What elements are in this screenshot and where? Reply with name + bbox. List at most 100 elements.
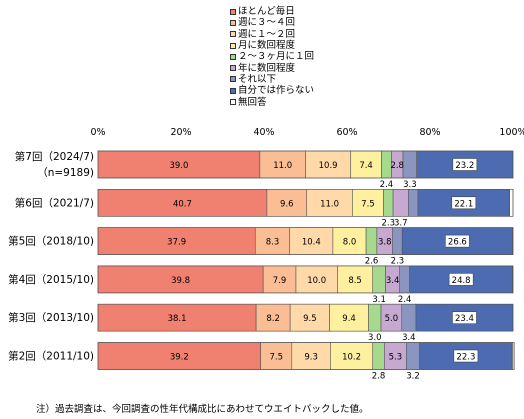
data-label-box: [448, 273, 474, 286]
legend-label: ほとんど毎日: [238, 6, 295, 18]
data-label: 9.6: [280, 199, 294, 209]
x-tick-label: 100%: [499, 127, 524, 138]
data-labels: 39.0 11.0 10.9 7.4 2.4 2.8 3.3 23.2 40.7 9.6 11.0 7…: [167, 158, 479, 382]
bar-segment: [392, 227, 403, 255]
category-label: 第5回（2018/10): [8, 235, 94, 248]
legend-item: 年に数回程度: [230, 62, 430, 74]
x-tick-label: 0%: [90, 127, 105, 138]
bar-segment: [97, 265, 264, 294]
bar-segment: [372, 265, 386, 294]
data-label: 3.2: [406, 372, 420, 382]
data-label-box: [452, 311, 477, 324]
footnote: 注）過去調査は、今回調査の性年代構成比にあわせてウエイトバックした値。: [36, 404, 369, 415]
data-label: 39.2: [170, 353, 189, 363]
data-label: 7.9: [273, 276, 287, 286]
x-axis: 0% 20% 40% 60% 80% 100%: [90, 127, 524, 138]
category-label: 第2回（2011/10): [8, 350, 94, 363]
legend-item: 月に数回程度: [230, 40, 430, 51]
category-label: 第6回（2021/7): [15, 196, 94, 209]
data-label-box: [451, 196, 477, 210]
category-label: 第7回（2024/7): [15, 150, 94, 163]
data-label: 22.1: [454, 199, 473, 209]
data-label: 9.5: [303, 314, 317, 324]
bar-outline: [97, 342, 514, 370]
data-label: 7.4: [359, 161, 373, 171]
bar-segment: [399, 265, 410, 294]
data-label: 2.8: [372, 372, 386, 382]
legend-swatch: [230, 42, 236, 49]
legend-label: 自分では作らない: [238, 85, 315, 97]
data-label: 8.0: [343, 238, 357, 248]
data-label: 3.4: [402, 333, 416, 343]
x-tick-label: 20%: [170, 127, 191, 138]
bar-segment: [306, 189, 353, 217]
bar-segment: [255, 303, 291, 332]
legend-label: ２～３ヶ月に１回: [238, 51, 315, 63]
bar-segment: [392, 189, 409, 217]
bars: [97, 150, 515, 370]
bar-segment: [352, 189, 384, 217]
legend-label: 無回答: [238, 96, 267, 108]
legend-item: 自分では作らない: [230, 85, 430, 96]
x-tick-label: 60%: [336, 127, 357, 138]
stacked-bar-chart: 0% 20% 40% 60% 80% 100% 第7回（2024/7) （n=9189) 第6…: [8, 127, 524, 382]
bar-segment: [337, 265, 374, 294]
bar-segment: [383, 189, 394, 217]
data-label: 40.7: [173, 199, 192, 209]
data-label: 8.3: [266, 238, 280, 248]
category-labels: 第7回（2024/7) （n=9189) 第6回（2021/7) 第5回（2018/1…: [8, 150, 94, 363]
data-label: 2.3: [382, 218, 396, 228]
bar-segment: [350, 150, 382, 179]
legend-swatch: [230, 99, 236, 106]
data-label: 10.2: [342, 353, 361, 363]
data-label: 8.2: [266, 314, 280, 324]
legend-label: それ以下: [238, 73, 277, 85]
data-label: 3.0: [368, 333, 382, 343]
data-label: 3.7: [394, 218, 408, 228]
bar-outline: [97, 189, 514, 217]
legend: ほとんど毎日 週に３～４回 週に１～２回 月に数回程度 ２～３ヶ月に１回 年に数回程度 それ…: [230, 6, 430, 108]
bar-segment: [408, 189, 419, 217]
bar-segment: [368, 303, 382, 332]
data-label: 24.8: [452, 276, 471, 286]
legend-item: それ以下: [230, 74, 430, 85]
data-label: 10.9: [319, 161, 338, 171]
data-label: 3.1: [372, 295, 386, 305]
data-label: 11.0: [320, 199, 339, 209]
data-label: 39.8: [171, 276, 190, 286]
data-label: 2.4: [398, 295, 412, 305]
bar-segment: [289, 303, 330, 332]
data-label: 2.8: [390, 161, 404, 171]
legend-swatch: [230, 19, 236, 26]
data-label: 2.4: [380, 180, 394, 190]
legend-item: 週に１～２回: [230, 29, 430, 40]
bar-segment: [97, 303, 257, 332]
legend-item: ほとんど毎日: [230, 6, 430, 17]
legend-swatch: [230, 87, 236, 94]
legend-item: 週に３～４回: [230, 17, 430, 28]
data-label: 7.5: [361, 199, 375, 209]
x-tick-label: 80%: [419, 127, 440, 138]
legend-label: 週に３～４回: [238, 17, 296, 29]
legend-swatch: [230, 53, 236, 60]
bar-segment: [97, 342, 261, 370]
x-tick-label: 40%: [253, 127, 274, 138]
bar-outline: [97, 265, 514, 294]
data-label: 3.3: [403, 180, 417, 190]
data-label: 3.4: [386, 276, 400, 286]
legend-label: 月に数回程度: [238, 40, 296, 52]
data-label: 10.4: [302, 238, 321, 248]
bar-segment: [372, 342, 385, 370]
data-label: 9.3: [304, 353, 318, 363]
data-label: 23.4: [455, 314, 474, 324]
category-label: 第4回（2015/10): [8, 273, 94, 286]
bar-segment: [329, 303, 369, 332]
legend-item: ２～３ヶ月に１回: [230, 51, 430, 62]
category-label: 第3回（2013/10): [8, 311, 94, 324]
data-label: 10.0: [307, 276, 326, 286]
legend-swatch: [230, 76, 236, 83]
data-label: 9.4: [342, 314, 356, 324]
bar-segment: [402, 150, 418, 179]
bar-segment: [254, 227, 291, 255]
bar-outline: [97, 150, 514, 179]
